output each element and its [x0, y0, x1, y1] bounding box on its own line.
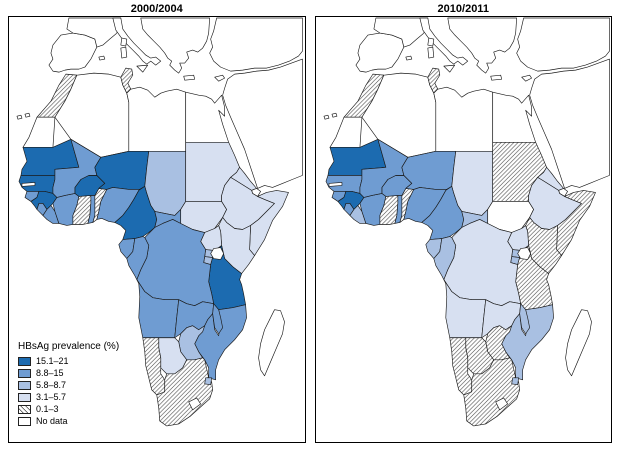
- swaziland-region: [510, 377, 519, 386]
- malawi-region: [518, 303, 530, 335]
- africa-map-2010-2011: [323, 17, 610, 427]
- panel-title-2000-2004: 2000/2004: [130, 3, 183, 15]
- gambia-region: [328, 182, 342, 187]
- sardinia-outline: [426, 46, 434, 59]
- crete-outline: [489, 74, 502, 81]
- legend-swatch: [18, 368, 31, 378]
- lesotho-region: [494, 397, 508, 411]
- legend-item: 8.8–15: [18, 368, 119, 378]
- legend-item-label: 0.1–3: [36, 404, 59, 414]
- balearic-outline: [98, 55, 106, 61]
- corsica-outline: [120, 37, 128, 47]
- mali-region: [359, 138, 408, 198]
- wsahara-region: [22, 116, 56, 148]
- madagascar-region: [258, 309, 285, 377]
- canary-1-outline: [24, 112, 31, 118]
- corsica-outline: [426, 37, 434, 47]
- gambia-region: [21, 182, 36, 187]
- legend-item-label: 8.8–15: [36, 368, 64, 378]
- italy-outline: [418, 17, 468, 66]
- panel-2000-2004: 2000/2004 HBsAg prevalence (%) 15.1–21 8.…: [8, 3, 306, 443]
- arabia-outline: [528, 58, 610, 189]
- panel-title-2010-2011: 2010/2011: [437, 3, 489, 15]
- italy-outline: [112, 17, 162, 66]
- lake-victoria: [516, 247, 531, 260]
- congo-region: [126, 236, 150, 280]
- crete-outline: [183, 74, 196, 81]
- libya-region: [126, 86, 187, 152]
- sicily-outline: [136, 64, 149, 73]
- legend-swatch: [18, 380, 31, 390]
- cyprus-outline: [214, 74, 225, 82]
- tunisia-region: [426, 67, 440, 94]
- congo-region: [432, 236, 456, 280]
- sicily-outline: [442, 64, 455, 73]
- tunisia-region: [120, 67, 134, 94]
- africa-map-2000-2004: [16, 17, 303, 427]
- legend-item-label: 15.1–21: [36, 356, 69, 366]
- legend-item-label: 5.8–8.7: [36, 380, 67, 390]
- legend-item: 5.8–8.7: [18, 380, 119, 390]
- cyprus-outline: [520, 74, 532, 82]
- legend-swatch: [18, 404, 31, 414]
- madagascar-region: [564, 309, 592, 377]
- swaziland-region: [204, 377, 212, 386]
- legend-swatch: [18, 416, 31, 426]
- map-box-2000-2004: HBsAg prevalence (%) 15.1–21 8.8–15 5.8–8.…: [8, 16, 306, 443]
- egypt-region: [491, 91, 536, 143]
- legend-item-label: No data: [36, 416, 68, 426]
- sierraleone-region: [343, 203, 354, 216]
- legend-swatch: [18, 356, 31, 366]
- turkey-outline: [209, 17, 303, 72]
- balkans-outline: [446, 17, 517, 74]
- legend-swatch: [18, 392, 31, 402]
- lake-victoria: [210, 247, 224, 260]
- map-box-2010-2011: [314, 16, 612, 443]
- balearic-outline: [405, 55, 412, 61]
- legend-item: No data: [18, 416, 119, 426]
- libya-region: [432, 86, 493, 152]
- legend-item-label: 3.1–5.7: [36, 392, 67, 402]
- legend-item: 15.1–21: [18, 356, 119, 366]
- legend-item: 0.1–3: [18, 404, 119, 414]
- sardinia-outline: [120, 46, 128, 59]
- arabia-outline: [222, 58, 303, 189]
- iberia-outline: [48, 32, 98, 73]
- lesotho-region: [188, 397, 202, 411]
- malawi-region: [212, 303, 223, 335]
- canary-2-outline: [323, 114, 329, 120]
- panel-2010-2011: 2010/2011: [314, 3, 612, 443]
- sierraleone-region: [36, 203, 48, 216]
- wsahara-region: [329, 116, 362, 148]
- legend: HBsAg prevalence (%) 15.1–21 8.8–15 5.8–8.…: [18, 341, 119, 428]
- legend-items: 15.1–21 8.8–15 5.8–8.7 3.1–5.7 0.1–3 No data: [18, 356, 119, 426]
- canary-1-outline: [331, 112, 337, 118]
- balkans-outline: [140, 17, 210, 74]
- egypt-region: [185, 91, 229, 143]
- iberia-outline: [355, 32, 404, 73]
- mali-region: [52, 138, 102, 198]
- turkey-outline: [515, 17, 610, 72]
- canary-2-outline: [16, 114, 23, 120]
- legend-item: 3.1–5.7: [18, 392, 119, 402]
- legend-title: HBsAg prevalence (%): [18, 341, 120, 352]
